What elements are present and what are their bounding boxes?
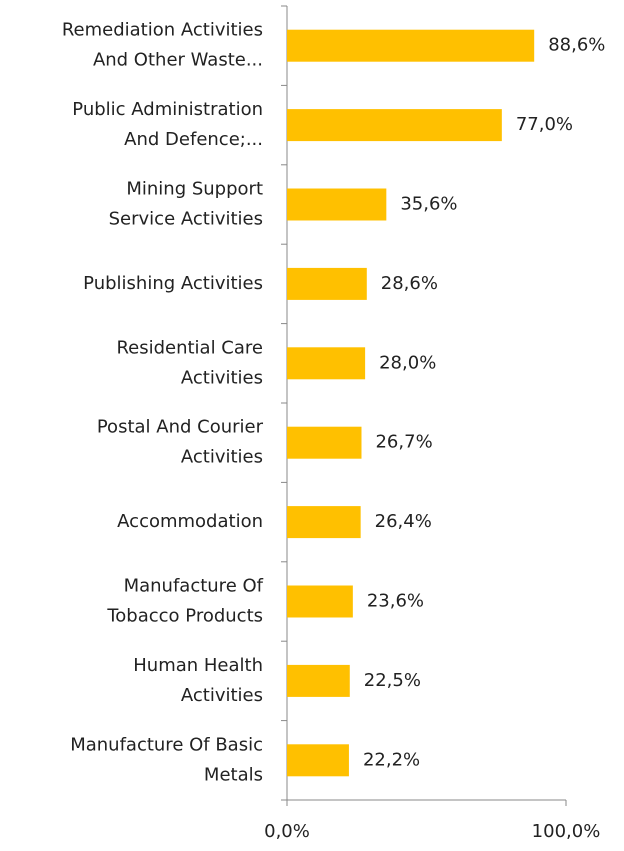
x-tick-label: 0,0% — [264, 821, 310, 842]
data-label: 22,5% — [364, 670, 421, 691]
data-label: 26,4% — [375, 511, 432, 532]
y-tick-label: Postal And Courier Activities — [97, 417, 264, 468]
bar — [287, 585, 353, 618]
x-tick-label: 100,0% — [532, 821, 601, 842]
bar — [287, 664, 350, 697]
data-label: 35,6% — [400, 194, 457, 215]
data-label: 77,0% — [516, 114, 573, 135]
y-tick-label: Accommodation — [117, 511, 263, 532]
y-tick-label: Manufacture Of Basic Metals — [70, 734, 263, 785]
y-tick-label: Manufacture Of Tobacco Products — [106, 576, 263, 627]
data-label: 28,6% — [381, 273, 438, 294]
y-tick-label: Human Health Activities — [133, 655, 263, 706]
bar — [287, 267, 367, 300]
bar — [287, 188, 387, 221]
data-label: 28,0% — [379, 352, 436, 373]
y-tick-label: Public Administration And Defence;... — [72, 99, 263, 150]
y-tick-label: Residential Care Activities — [116, 337, 263, 388]
bar — [287, 347, 366, 380]
y-tick-label: Publishing Activities — [83, 273, 263, 294]
data-label: 22,2% — [363, 749, 420, 770]
bar — [287, 29, 535, 62]
data-label: 23,6% — [367, 591, 424, 612]
data-label: 26,7% — [375, 432, 432, 453]
y-tick-label: Remediation Activities And Other Waste... — [62, 20, 263, 71]
bar — [287, 426, 362, 459]
bar — [287, 109, 502, 142]
y-tick-label: Mining Support Service Activities — [109, 179, 263, 230]
bar — [287, 506, 361, 539]
bar — [287, 744, 349, 777]
data-label: 88,6% — [548, 35, 605, 56]
